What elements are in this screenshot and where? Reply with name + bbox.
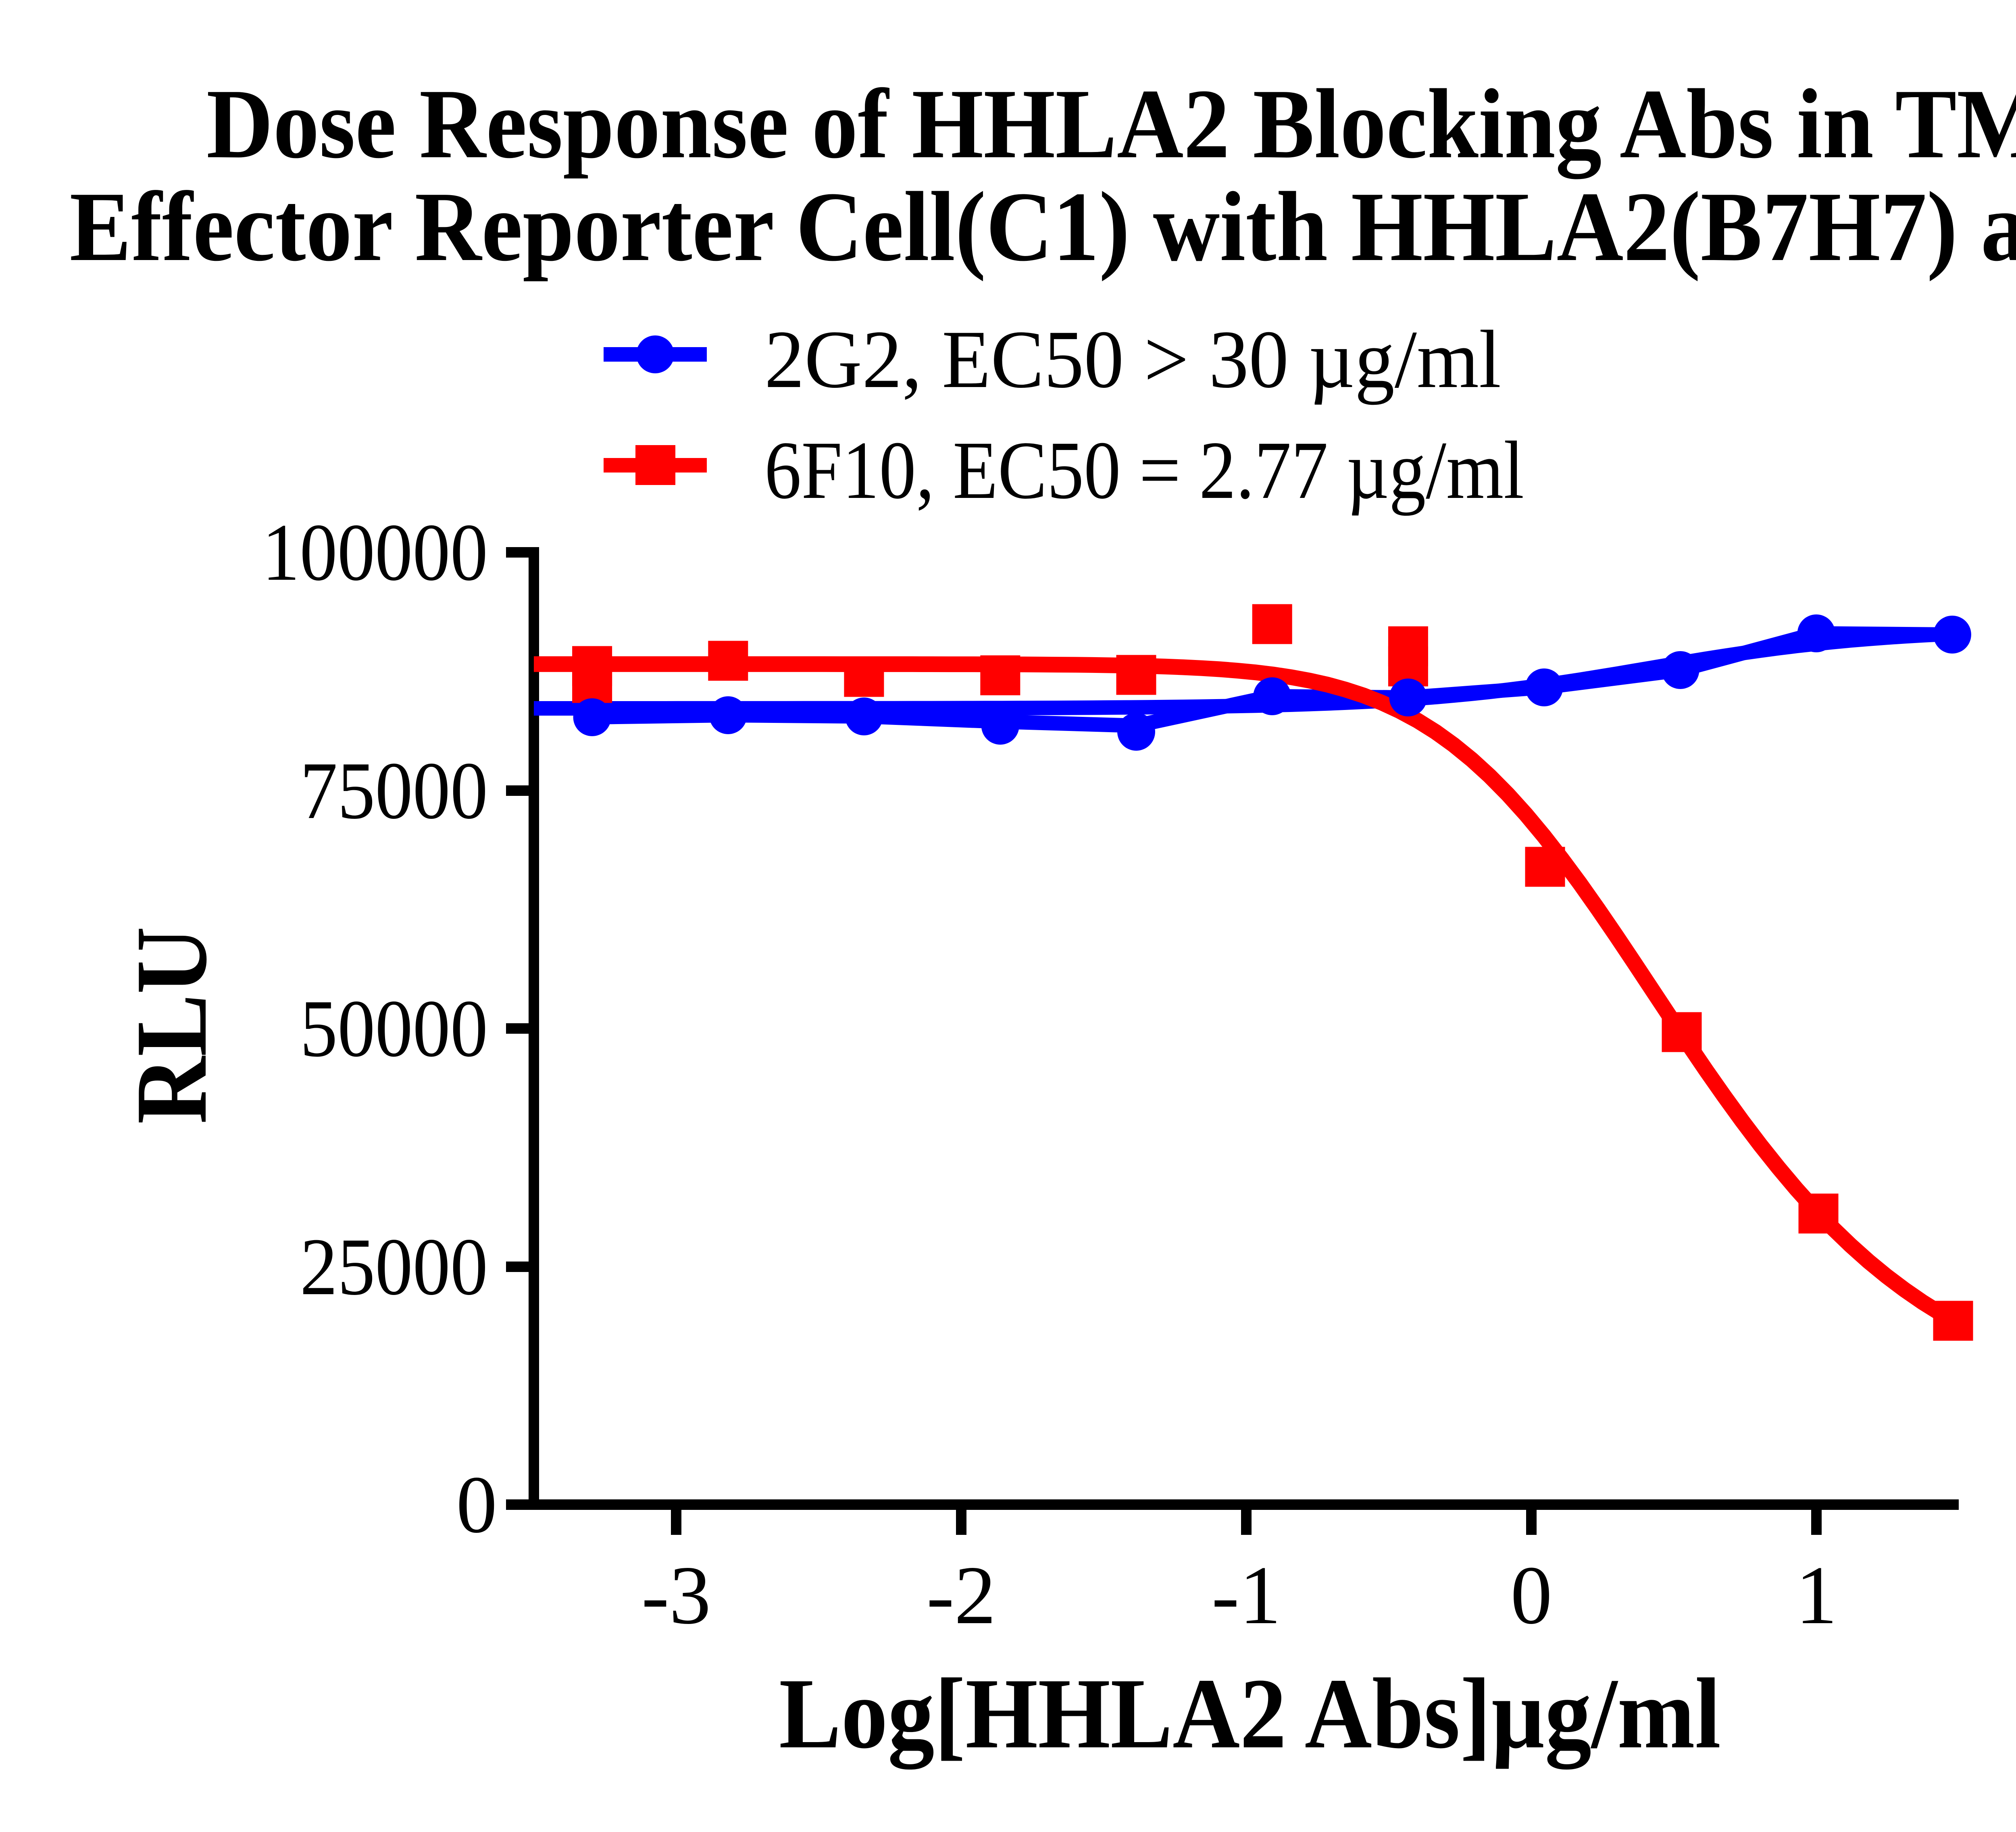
svg-text:0: 0 [456,1459,498,1550]
svg-text:50000: 50000 [300,983,488,1074]
svg-text:100000: 100000 [262,507,488,597]
svg-text:RLU: RLU [115,926,228,1124]
svg-text:Effector Reporter Cell(C1) wit: Effector Reporter Cell(C1) with HHLA2(B7… [70,172,2016,282]
svg-text:1: 1 [1795,1549,1837,1641]
svg-text:2G2, EC50 > 30 µg/ml: 2G2, EC50 > 30 µg/ml [764,314,1501,405]
svg-text:75000: 75000 [300,745,488,836]
svg-text:6F10, EC50 = 2.77 µg/ml: 6F10, EC50 = 2.77 µg/ml [764,425,1524,516]
svg-text:0: 0 [1510,1549,1552,1641]
svg-text:-3: -3 [641,1549,711,1641]
svg-text:-1: -1 [1212,1549,1281,1641]
svg-text:Dose Response of HHLA2 Blockin: Dose Response of HHLA2 Blocking Abs in T… [206,69,2016,179]
svg-text:Log[HHLA2 Abs]µg/ml: Log[HHLA2 Abs]µg/ml [779,1658,1721,1770]
svg-text:-2: -2 [927,1549,996,1641]
svg-text:25000: 25000 [300,1221,488,1312]
